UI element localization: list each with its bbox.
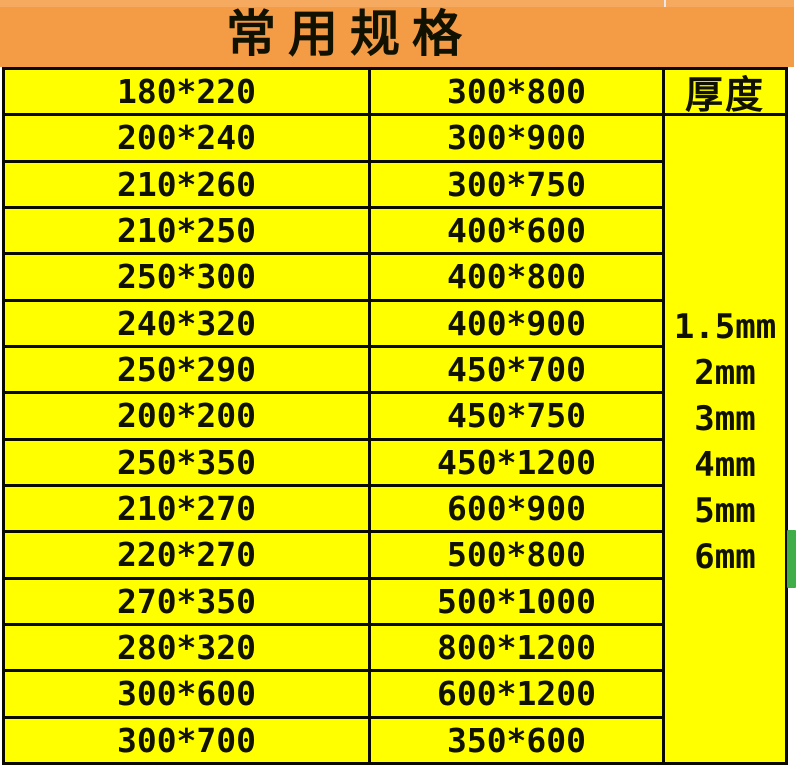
spec-cell[interactable]: 300*600 <box>5 672 368 716</box>
spec-cell[interactable]: 250*350 <box>5 440 368 484</box>
thickness-value: 3mm <box>694 399 756 440</box>
spec-cell[interactable]: 280*320 <box>5 625 368 670</box>
spec-cell[interactable]: 400*900 <box>371 301 662 345</box>
spec-cell[interactable]: 500*1000 <box>371 579 662 623</box>
spec-cell[interactable]: 220*270 <box>5 533 368 577</box>
spec-cell[interactable]: 350*600 <box>371 718 662 762</box>
spec-cell[interactable]: 300*700 <box>5 718 368 762</box>
spec-cell[interactable]: 400*800 <box>371 255 662 299</box>
spec-cell[interactable]: 800*1200 <box>371 625 662 670</box>
spec-cell[interactable]: 210*250 <box>5 208 368 253</box>
spec-cell[interactable]: 600*900 <box>371 486 662 531</box>
spec-cell[interactable]: 210*270 <box>5 486 368 531</box>
thickness-value: 4mm <box>694 445 756 486</box>
spec-cell[interactable]: 300*750 <box>371 162 662 206</box>
thickness-value: 5mm <box>694 491 756 532</box>
spec-cell[interactable]: 250*290 <box>5 347 368 392</box>
thickness-header[interactable]: 厚度 <box>665 70 785 114</box>
specs-table: 180*220 300*800 厚度 200*240 300*900 1.5mm… <box>2 67 788 765</box>
header-band <box>0 0 794 67</box>
thickness-value: 1.5mm <box>673 307 777 348</box>
spec-cell[interactable]: 400*600 <box>371 208 662 253</box>
spec-cell[interactable]: 200*200 <box>5 394 368 438</box>
spec-cell[interactable]: 450*700 <box>371 347 662 392</box>
spec-cell[interactable]: 450*750 <box>371 394 662 438</box>
spec-cell[interactable]: 450*1200 <box>371 440 662 484</box>
spec-cell[interactable]: 600*1200 <box>371 672 662 716</box>
page-title: 常用规格 <box>226 5 474 63</box>
selection-fill-handle[interactable] <box>787 530 796 588</box>
spec-cell[interactable]: 210*260 <box>5 162 368 206</box>
spec-cell[interactable]: 180*220 <box>5 70 368 114</box>
spec-cell[interactable]: 300*800 <box>371 70 662 114</box>
thickness-merged-cell[interactable]: 1.5mm 2mm 3mm 4mm 5mm 6mm <box>665 116 785 762</box>
thickness-value: 2mm <box>694 353 756 394</box>
header-top-strip <box>0 0 794 7</box>
spec-cell[interactable]: 250*300 <box>5 255 368 299</box>
spec-cell[interactable]: 300*900 <box>371 116 662 160</box>
spec-cell[interactable]: 270*350 <box>5 579 368 623</box>
gridline-tick <box>664 0 666 7</box>
spec-cell[interactable]: 500*800 <box>371 533 662 577</box>
thickness-value: 6mm <box>694 537 756 578</box>
spec-cell[interactable]: 200*240 <box>5 116 368 160</box>
spec-cell[interactable]: 240*320 <box>5 301 368 345</box>
